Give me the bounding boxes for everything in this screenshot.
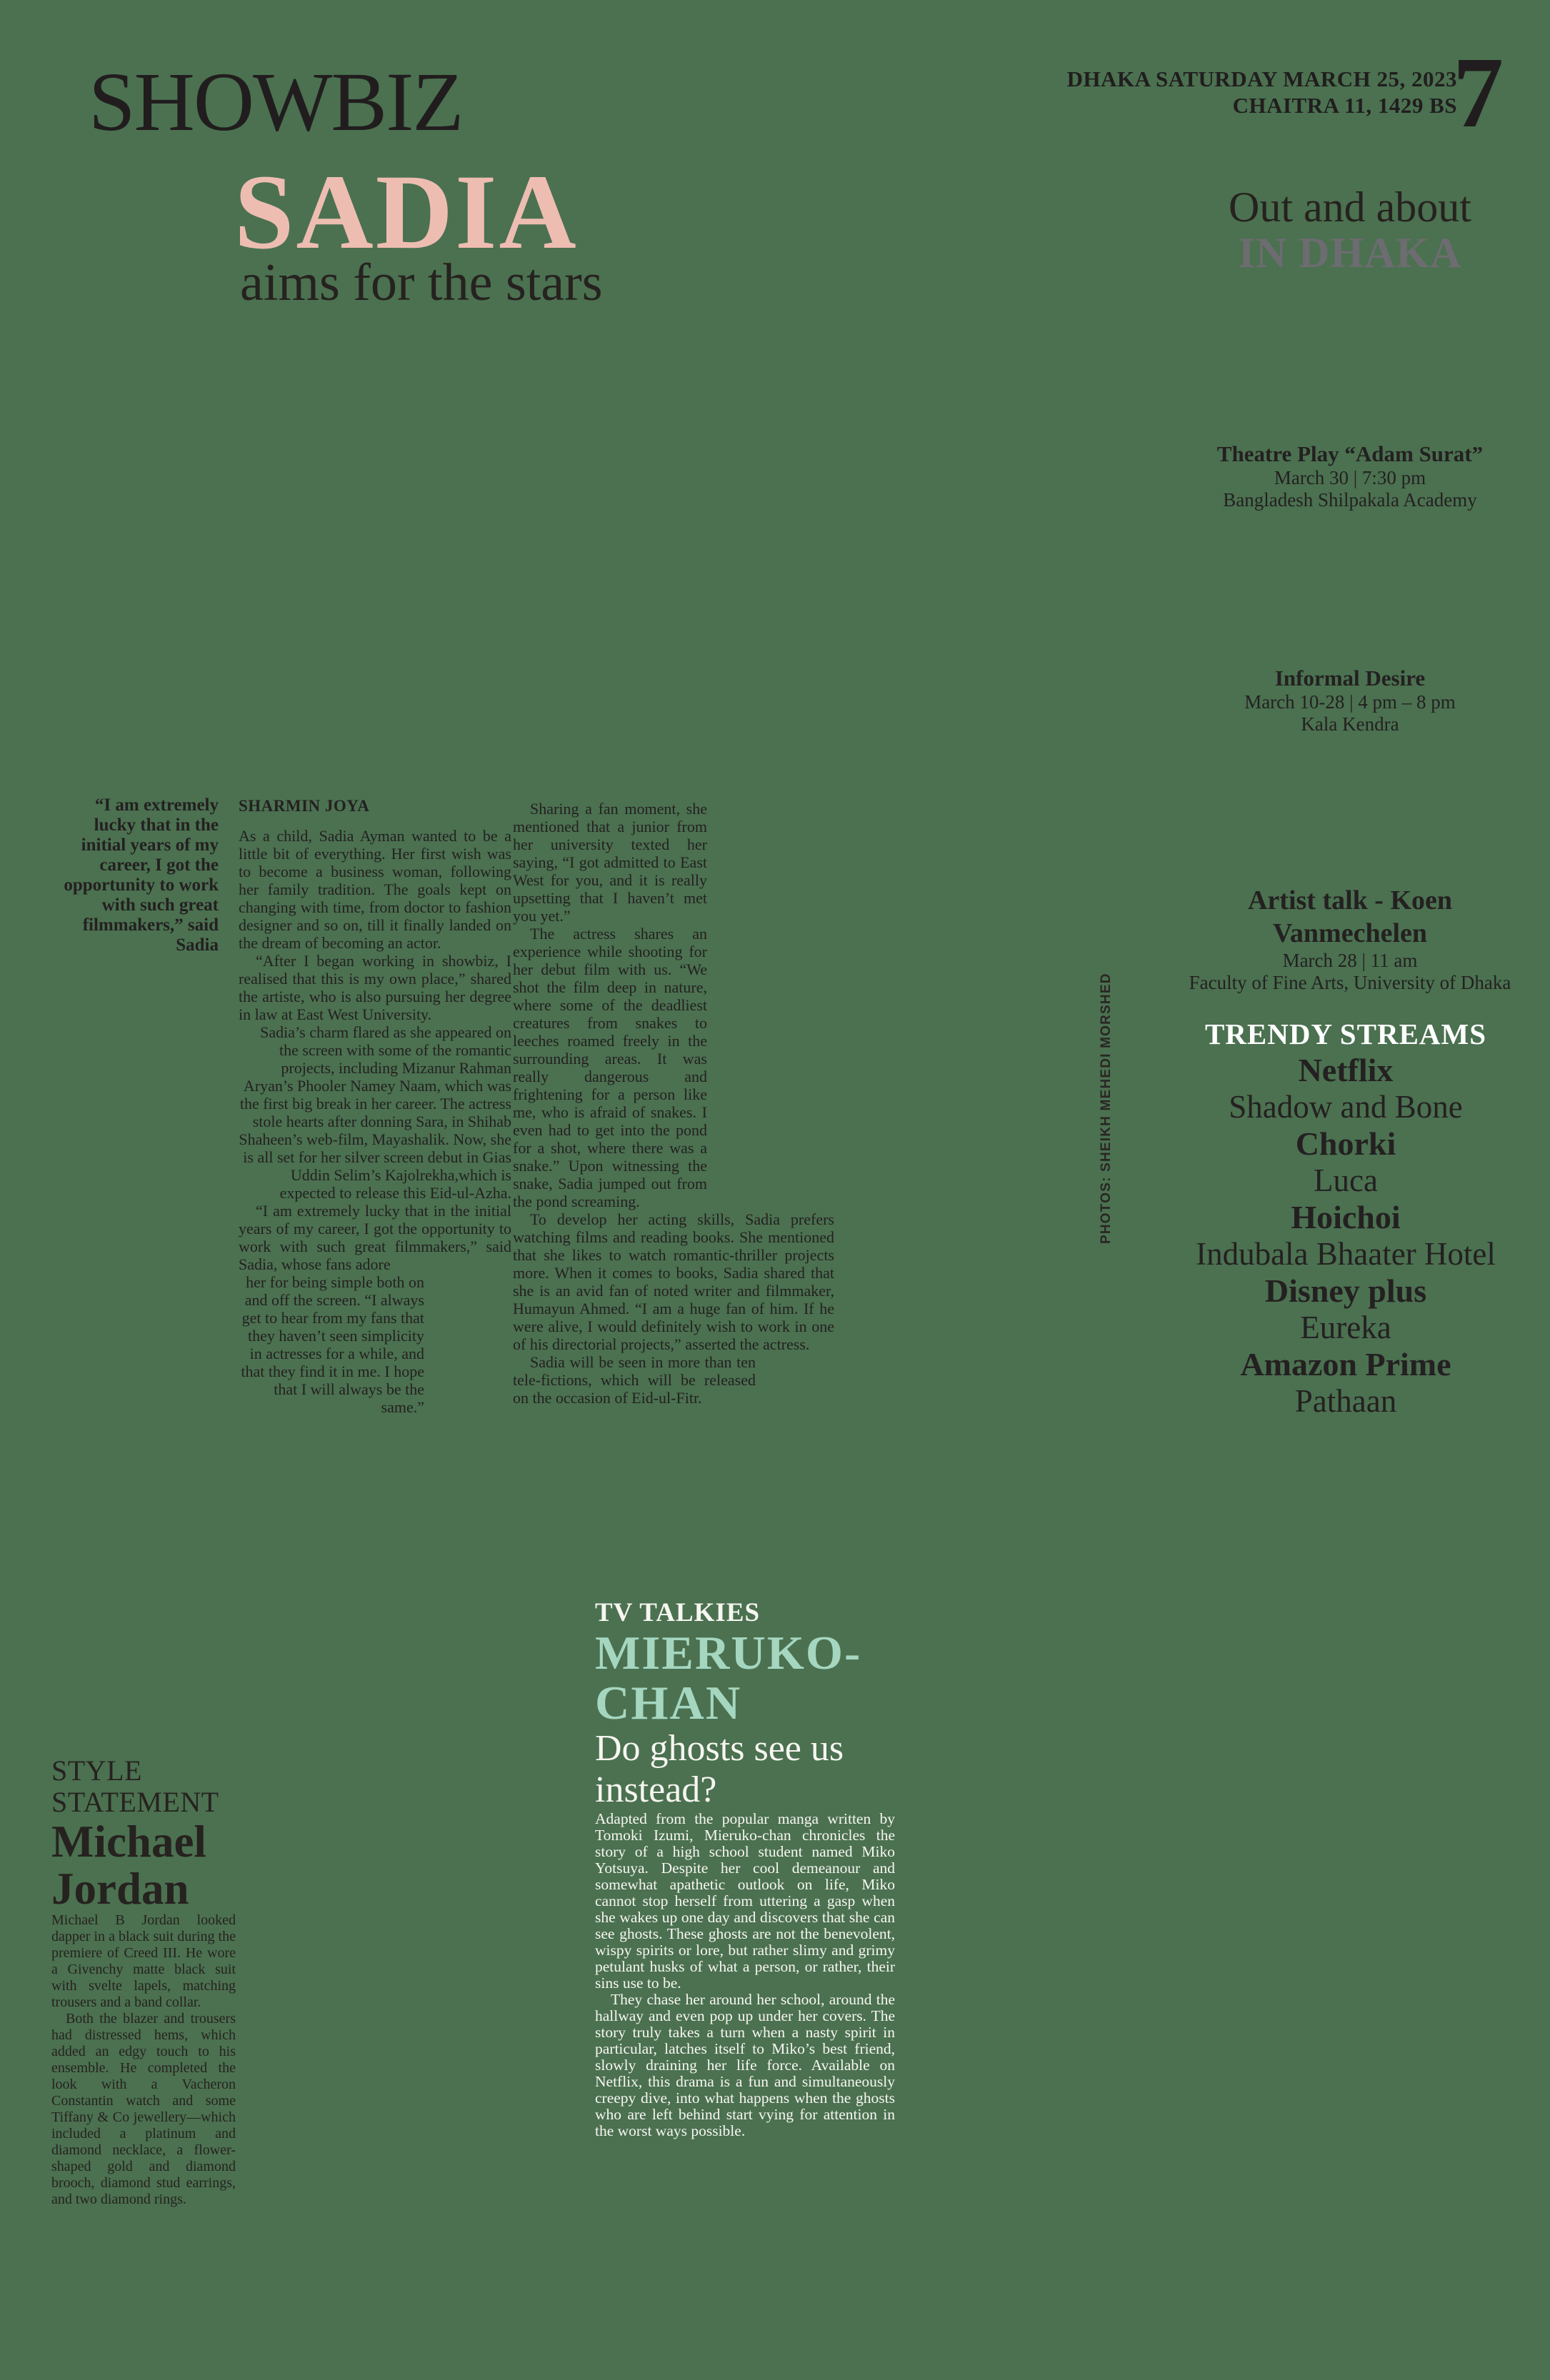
byline: SHARMIN JOYA [239,797,370,815]
article-column-1: As a child, Sadia Ayman wanted to be a l… [239,827,511,1416]
article-paragraph: Sadia will be seen in more than ten tele… [513,1353,756,1407]
style-kicker-line-1: STYLE [51,1754,142,1787]
style-kicker-line-2: STATEMENT [51,1786,219,1818]
tv-title-line-2: CHAN [595,1677,742,1729]
stream-show: Indubala Bhaater Hotel [1196,1236,1496,1272]
event-listing: Informal Desire March 10-28 | 4 pm – 8 p… [1186,666,1514,735]
stream-show: Pathaan [1294,1383,1397,1419]
event-time: March 30 | 7:30 pm [1274,467,1426,488]
article-paragraph: “I am extremely lucky that in the initia… [239,1202,511,1273]
stream-platform: Disney plus [1264,1272,1427,1309]
tv-talkies-kicker: TV TALKIES [595,1598,761,1627]
article-paragraph: her for being simple both on and off the… [241,1273,424,1416]
article-paragraph: Sadia’s charm flared as she appeared on … [239,1023,511,1202]
stream-show: Shadow and Bone [1229,1089,1463,1125]
date-line-2: CHAITRA 11, 1429 BS [1232,93,1457,118]
stream-item: Hoichoi Indubala Bhaater Hotel [1196,1198,1496,1272]
article-paragraph: Sharing a fan moment, she mentioned that… [513,800,707,925]
stream-item: Amazon Prime Pathaan [1196,1345,1496,1419]
event-venue: Kala Kendra [1301,713,1399,735]
lead-subhead: aims for the stars [240,253,603,312]
article-paragraph: To develop her acting skills, Sadia pref… [513,1210,834,1353]
style-subject-last-name: Jordan [51,1864,189,1914]
style-statement-body: Michael B Jordan looked dapper in a blac… [51,1912,236,2208]
pull-quote: “I am extremely lucky that in the initia… [64,795,219,955]
article-paragraph: “After I began working in showbiz, I rea… [239,952,511,1023]
tv-talkies-subtitle: Do ghosts see us instead? [595,1728,844,1810]
article-paragraph: They chase her around her school, around… [595,1991,895,2139]
stream-platform: Netflix [1298,1052,1394,1088]
out-and-about-header: Out and about IN DHAKA [1186,184,1514,276]
article-paragraph: The actress shares an experience while s… [513,925,707,1210]
event-name: Informal Desire [1274,666,1426,691]
stream-platform: Hoichoi [1291,1199,1401,1235]
style-statement-section: STYLE STATEMENT Michael Jordan Michael B… [51,1755,236,2208]
event-listing: Theatre Play “Adam Surat” March 30 | 7:3… [1186,441,1514,511]
stream-show: Luca [1314,1163,1378,1198]
article-paragraph: As a child, Sadia Ayman wanted to be a l… [239,827,511,952]
trendy-streams: TRENDY STREAMS Netflix Shadow and Bone C… [1196,1017,1496,1419]
stream-item: Disney plus Eureka [1196,1272,1496,1345]
trendy-streams-title: TRENDY STREAMS [1204,1018,1487,1050]
stream-show: Eureka [1300,1310,1391,1345]
stream-platform: Chorki [1295,1125,1396,1162]
section-title: SHOWBIZ [89,55,464,149]
article-paragraph: Both the blazer and trousers had distres… [51,2011,236,2207]
tv-talkies-section: TV TALKIES MIERUKO- CHAN Do ghosts see u… [595,1598,895,2139]
page-number: 7 [1453,36,1504,149]
event-name: Theatre Play “Adam Surat” [1216,441,1484,466]
event-time: March 10-28 | 4 pm – 8 pm [1244,691,1456,713]
out-and-about-title: Out and about [1229,184,1471,231]
article-paragraph: Michael B Jordan looked dapper in a blac… [51,1912,236,2010]
out-and-about-subtitle: IN DHAKA [1238,229,1462,276]
article-paragraph: Adapted from the popular manga written b… [595,1810,895,1992]
event-name: Artist talk - Koen Vanmechelen [1247,885,1453,948]
event-listing: Artist talk - Koen Vanmechelen March 28 … [1186,884,1514,994]
tv-talkies-title: MIERUKO- CHAN [595,1628,895,1728]
date-line-1: DHAKA SATURDAY MARCH 25, 2023 [1066,66,1457,91]
masthead-date: DHAKA SATURDAY MARCH 25, 2023 CHAITRA 11… [1067,66,1457,119]
stream-platform: Amazon Prime [1240,1346,1451,1382]
event-venue: Bangladesh Shilpakala Academy [1223,489,1477,511]
tv-title-line-1: MIERUKO- [595,1627,862,1679]
style-subject-first-name: Michael [51,1817,206,1867]
stream-item: Netflix Shadow and Bone [1196,1051,1496,1125]
photo-credit: PHOTOS: SHEIKH MEHEDI MORSHED [1099,973,1114,1244]
stream-item: Chorki Luca [1196,1125,1496,1198]
article-column-2: Sharing a fan moment, she mentioned that… [513,800,834,1407]
style-statement-kicker: STYLE STATEMENT [51,1755,236,1818]
lead-headline: SADIA [234,153,579,271]
event-venue: Faculty of Fine Arts, University of Dhak… [1189,972,1511,993]
event-time: March 28 | 11 am [1282,950,1418,971]
tv-talkies-body: Adapted from the popular manga written b… [595,1811,895,2139]
